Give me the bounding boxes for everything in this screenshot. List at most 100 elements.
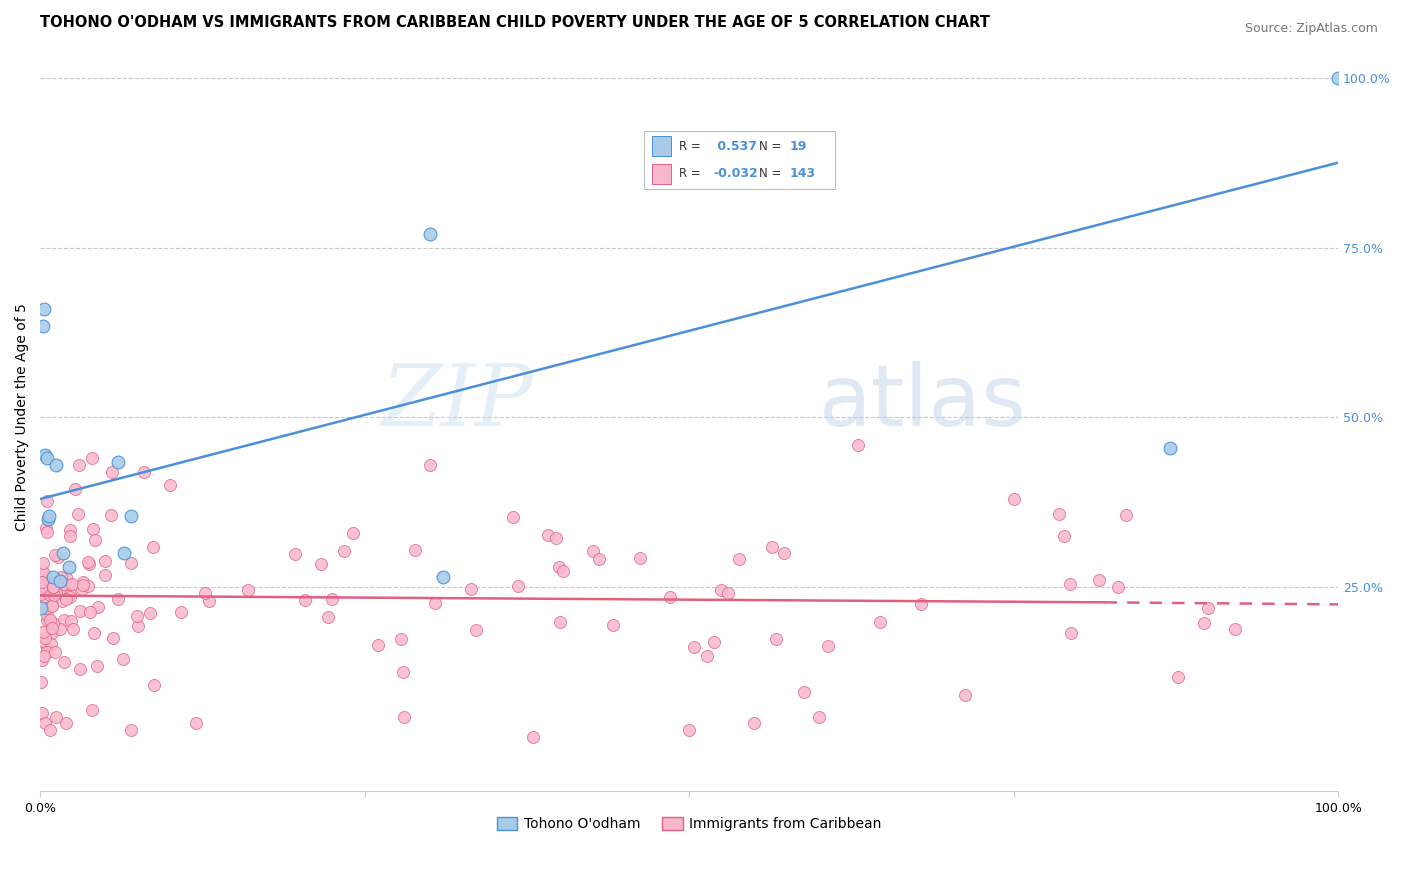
Point	[48, 550, 70, 565]
Point	[42, 580, 65, 594]
Point	[869, 615, 891, 629]
Point	[67, 458, 90, 472]
Bar	[652, 164, 671, 184]
Point	[103, 631, 125, 645]
Point	[30, 581, 52, 595]
Point	[761, 541, 783, 555]
Point	[910, 597, 932, 611]
Bar	[652, 136, 671, 156]
Point	[34, 579, 56, 593]
Point	[72, 574, 94, 589]
Point	[30, 675, 52, 690]
Point	[60, 577, 83, 591]
Point	[30, 586, 52, 600]
Point	[333, 543, 356, 558]
Point	[817, 640, 839, 654]
Text: ZIP: ZIP	[381, 361, 533, 444]
Point	[80, 451, 103, 466]
Point	[83, 626, 105, 640]
Point	[79, 605, 101, 619]
Point	[111, 652, 134, 666]
Point	[710, 582, 733, 597]
Point	[45, 586, 67, 600]
Point	[142, 678, 165, 692]
Point	[198, 593, 221, 607]
Point	[107, 455, 129, 469]
Point	[31, 556, 53, 570]
Point	[506, 579, 529, 593]
Point	[93, 567, 115, 582]
Point	[69, 662, 91, 676]
Point	[34, 716, 56, 731]
Point	[84, 533, 107, 547]
Point	[107, 591, 129, 606]
Point	[742, 716, 765, 731]
Point	[35, 601, 58, 615]
Point	[678, 723, 700, 737]
Point	[42, 570, 65, 584]
Point	[953, 688, 976, 702]
Point	[120, 556, 142, 570]
Point	[419, 458, 441, 472]
Point	[72, 577, 94, 591]
Point	[72, 582, 94, 597]
Point	[35, 642, 58, 657]
Point	[159, 478, 181, 492]
Text: Source: ZipAtlas.com: Source: ZipAtlas.com	[1244, 22, 1378, 36]
Point	[42, 580, 65, 594]
Point	[41, 621, 63, 635]
Point	[318, 610, 340, 624]
Point	[55, 569, 77, 583]
Point	[551, 564, 574, 578]
Point	[548, 615, 571, 630]
Text: -0.032: -0.032	[713, 167, 758, 180]
Point	[52, 655, 75, 669]
Point	[582, 544, 605, 558]
Point	[1047, 507, 1070, 521]
Point	[31, 706, 53, 721]
Point	[34, 521, 56, 535]
Point	[39, 576, 62, 591]
Legend: Tohono O'odham, Immigrants from Caribbean: Tohono O'odham, Immigrants from Caribbea…	[491, 811, 887, 837]
Point	[32, 573, 55, 587]
Point	[546, 531, 568, 545]
Point	[35, 525, 58, 540]
Point	[55, 716, 77, 731]
Point	[77, 558, 100, 572]
Point	[170, 605, 193, 619]
Point	[193, 586, 215, 600]
Point	[37, 493, 59, 508]
Point	[31, 579, 53, 593]
Point	[59, 587, 82, 601]
Point	[460, 582, 482, 596]
Point	[62, 622, 84, 636]
Point	[1088, 574, 1111, 588]
Point	[34, 568, 56, 582]
Point	[39, 638, 62, 652]
Point	[1197, 600, 1219, 615]
Point	[31, 625, 53, 640]
Point	[37, 607, 59, 622]
Point	[1167, 669, 1189, 683]
Point	[77, 579, 100, 593]
Text: 19: 19	[789, 140, 807, 153]
Point	[39, 613, 62, 627]
Point	[342, 525, 364, 540]
Point	[52, 577, 75, 591]
Point	[717, 585, 740, 599]
Point	[82, 522, 104, 536]
Point	[49, 622, 72, 636]
Point	[51, 594, 73, 608]
Point	[41, 586, 63, 600]
Point	[44, 574, 66, 589]
Point	[55, 592, 77, 607]
Point	[703, 634, 725, 648]
Point	[58, 560, 80, 574]
Point	[547, 560, 569, 574]
Point	[32, 565, 55, 579]
Text: R =: R =	[679, 140, 704, 153]
Point	[238, 582, 260, 597]
Point	[34, 631, 56, 645]
Point	[502, 510, 524, 524]
Text: 0.537: 0.537	[713, 140, 756, 153]
